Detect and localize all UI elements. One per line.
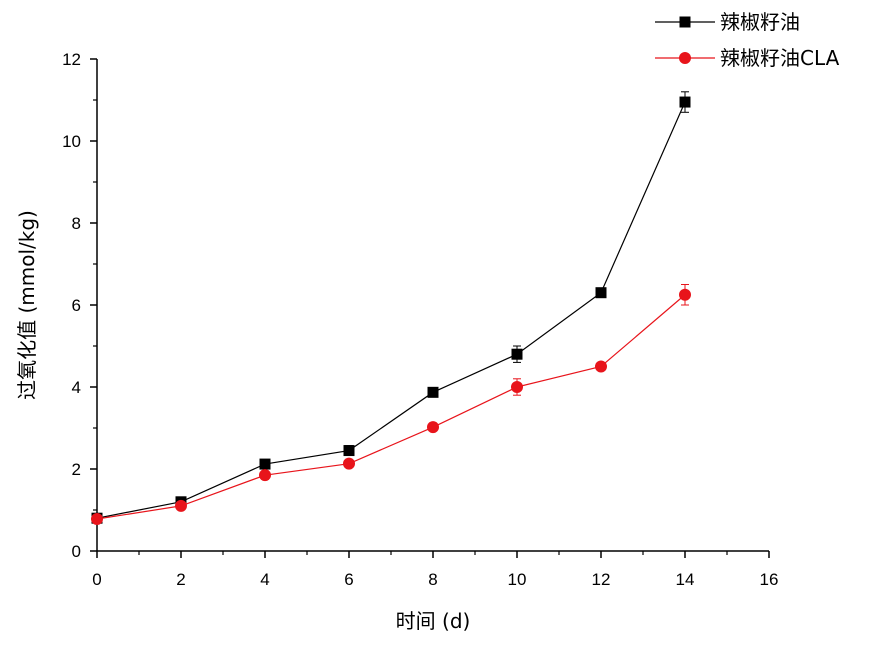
x-tick-label: 12: [592, 570, 611, 589]
y-tick-label: 8: [72, 214, 81, 233]
data-point: [427, 386, 439, 398]
y-tick-label: 4: [72, 378, 81, 397]
series-line: [96, 101, 686, 519]
y-axis-label: 过氧化值 (mmol/kg): [15, 210, 39, 400]
series-2: [91, 284, 691, 526]
series-line: [96, 294, 686, 520]
x-tick-label: 14: [676, 570, 695, 589]
y-ticks: 0 2 4 6 8 10 12: [62, 50, 97, 561]
data-point: [595, 360, 607, 373]
x-axis-label: 时间 (d): [396, 609, 471, 633]
y-tick-label: 2: [72, 460, 81, 479]
legend-marker-series-2: [679, 52, 691, 64]
legend: 辣椒籽油 辣椒籽油CLA: [655, 10, 840, 70]
x-ticks: 0 2 4 6 8 10 12 14 16: [92, 551, 778, 589]
data-point: [427, 421, 439, 434]
legend-label-series-2: 辣椒籽油CLA: [720, 46, 840, 70]
x-tick-label: 6: [344, 570, 353, 589]
data-point: [91, 513, 103, 526]
x-tick-label: 0: [92, 570, 101, 589]
data-point: [511, 348, 523, 360]
x-tick-label: 8: [428, 570, 437, 589]
plot-area: [91, 91, 691, 526]
data-point: [679, 96, 691, 108]
legend-label-series-1: 辣椒籽油: [720, 10, 800, 34]
data-point: [343, 445, 355, 457]
x-tick-label: 10: [508, 570, 527, 589]
series-1: [91, 91, 691, 524]
x-tick-label: 16: [760, 570, 779, 589]
data-point: [595, 287, 607, 299]
axes: [96, 59, 769, 552]
data-point: [259, 469, 271, 482]
y-tick-label: 12: [62, 50, 81, 69]
data-point: [679, 288, 691, 301]
data-point: [175, 499, 187, 512]
data-point: [343, 457, 355, 470]
y-tick-label: 10: [62, 132, 81, 151]
legend-marker-series-1: [679, 16, 691, 28]
x-tick-label: 4: [260, 570, 269, 589]
y-tick-label: 0: [72, 542, 81, 561]
data-point: [511, 381, 523, 393]
y-tick-label: 6: [72, 296, 81, 315]
x-tick-label: 2: [176, 570, 185, 589]
data-point: [259, 458, 271, 470]
